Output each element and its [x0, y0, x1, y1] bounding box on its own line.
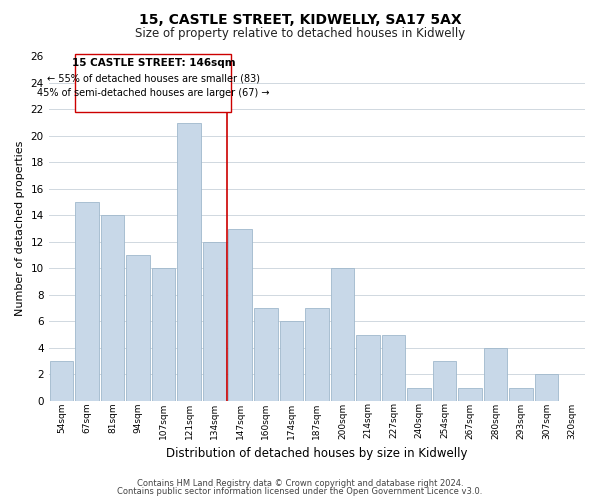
X-axis label: Distribution of detached houses by size in Kidwelly: Distribution of detached houses by size … — [166, 447, 467, 460]
Bar — [382, 334, 405, 401]
Bar — [203, 242, 226, 401]
Bar — [305, 308, 329, 401]
Bar — [433, 361, 456, 401]
Bar — [331, 268, 354, 401]
Bar — [280, 322, 303, 401]
Bar — [458, 388, 482, 401]
Bar — [127, 255, 150, 401]
Bar — [535, 374, 559, 401]
Bar — [101, 216, 124, 401]
Text: ← 55% of detached houses are smaller (83): ← 55% of detached houses are smaller (83… — [47, 74, 260, 84]
Bar — [229, 228, 252, 401]
Text: Contains public sector information licensed under the Open Government Licence v3: Contains public sector information licen… — [118, 487, 482, 496]
Text: 45% of semi-detached houses are larger (67) →: 45% of semi-detached houses are larger (… — [37, 88, 269, 99]
Bar — [484, 348, 508, 401]
Bar — [75, 202, 99, 401]
FancyBboxPatch shape — [76, 54, 231, 112]
Bar — [509, 388, 533, 401]
Bar — [356, 334, 380, 401]
Text: 15, CASTLE STREET, KIDWELLY, SA17 5AX: 15, CASTLE STREET, KIDWELLY, SA17 5AX — [139, 12, 461, 26]
Y-axis label: Number of detached properties: Number of detached properties — [15, 141, 25, 316]
Bar — [178, 122, 201, 401]
Text: Size of property relative to detached houses in Kidwelly: Size of property relative to detached ho… — [135, 28, 465, 40]
Bar — [407, 388, 431, 401]
Bar — [254, 308, 278, 401]
Text: Contains HM Land Registry data © Crown copyright and database right 2024.: Contains HM Land Registry data © Crown c… — [137, 478, 463, 488]
Bar — [152, 268, 175, 401]
Text: 15 CASTLE STREET: 146sqm: 15 CASTLE STREET: 146sqm — [71, 58, 235, 68]
Bar — [50, 361, 73, 401]
